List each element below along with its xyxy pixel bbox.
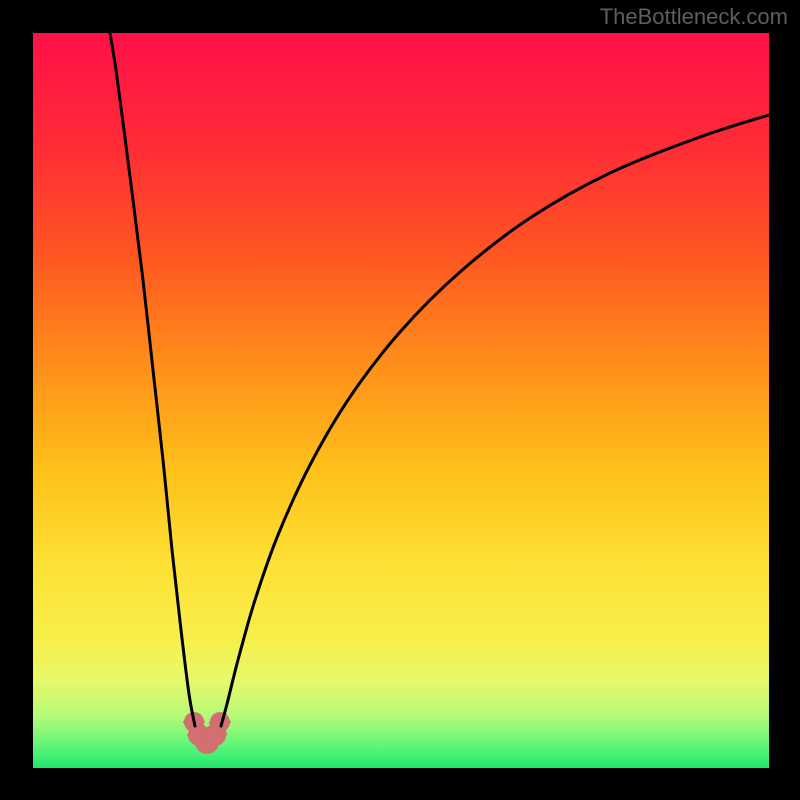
bottleneck-plot — [0, 0, 800, 800]
chart-container: TheBottleneck.com — [0, 0, 800, 800]
plot-background — [33, 33, 769, 768]
watermark-text: TheBottleneck.com — [600, 4, 788, 30]
